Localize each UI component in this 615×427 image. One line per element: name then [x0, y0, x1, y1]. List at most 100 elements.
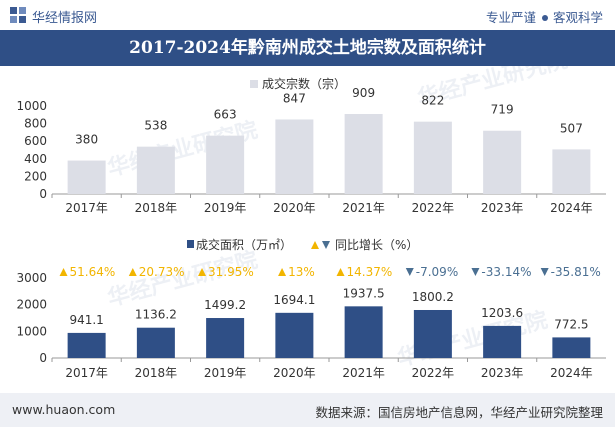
- area-value-label: 941.1: [69, 313, 103, 327]
- growth-value-label: 51.64%: [70, 265, 116, 279]
- growth-value-label: -35.81%: [551, 265, 601, 279]
- area-y-tick-label: 2000: [16, 298, 47, 312]
- count-legend-swatch: [250, 80, 258, 88]
- footer-url[interactable]: www.huaon.com: [12, 402, 116, 417]
- area-x-tick-label: 2023年: [481, 366, 524, 380]
- footer-bar: [0, 393, 615, 427]
- count-bar: [413, 121, 452, 194]
- slogan-right: 客观科学: [552, 10, 603, 25]
- area-bars: 941.1 1136.2 1499.2 1694.1 1937.5 1800.2 1203.…: [67, 286, 591, 358]
- area-chart: 成交面积（万㎡） 同比增长（%） 0 1000 2000 3000 941.1 1136…: [16, 237, 606, 380]
- count-y-tick-label: 0: [39, 187, 47, 201]
- growth-value-label: -7.09%: [416, 265, 458, 279]
- footer-source: 数据来源：国信房地产信息网，华经产业研究院整理: [315, 405, 603, 420]
- area-bar: [413, 309, 452, 358]
- count-bar: [67, 160, 106, 194]
- growth-value-label: 14.37%: [347, 265, 393, 279]
- count-x-axis: 2017年 2018年 2019年 2020年 2021年 2022年 2023年 2024年: [51, 194, 593, 215]
- area-value-label: 1937.5: [343, 286, 385, 300]
- count-value-label: 380: [75, 133, 98, 147]
- area-value-label: 1203.6: [481, 306, 523, 320]
- count-legend-label: 成交宗数（宗）: [262, 76, 346, 91]
- count-y-tick-label: 600: [24, 134, 47, 148]
- count-value-label: 909: [352, 86, 375, 100]
- area-bar: [552, 337, 591, 358]
- growth-value-label: 13%: [288, 265, 315, 279]
- count-value-label: 507: [560, 121, 583, 135]
- count-x-tick-label: 2018年: [135, 201, 178, 215]
- count-bar: [136, 146, 175, 194]
- growth-up-icon: [128, 268, 137, 276]
- count-bar: [275, 119, 314, 194]
- count-value-label: 822: [421, 94, 444, 108]
- slogan-left: 专业严谨: [485, 10, 536, 25]
- area-bar: [67, 332, 106, 358]
- area-x-tick-label: 2020年: [273, 366, 316, 380]
- count-x-tick-label: 2022年: [412, 201, 455, 215]
- area-bar: [275, 312, 314, 358]
- huajing-logo-icon: [10, 7, 26, 23]
- growth-down-icon: [471, 268, 480, 276]
- count-y-tick-label: 800: [24, 117, 47, 131]
- slogan: 专业严谨 客观科学: [486, 7, 603, 26]
- growth-up-icon: [198, 268, 207, 276]
- area-legend-swatch: [187, 240, 194, 248]
- slogan-dot-icon: [541, 15, 548, 21]
- title-bar: [0, 30, 615, 66]
- growth-down-icon: [540, 268, 549, 276]
- brand-name[interactable]: 华经情报网: [32, 11, 98, 26]
- growth-up-icon: [278, 268, 287, 276]
- growth-down-icon: [405, 268, 414, 276]
- growth-value-label: -33.14%: [481, 265, 531, 279]
- count-x-tick-label: 2021年: [342, 201, 385, 215]
- area-x-tick-label: 2017年: [65, 366, 108, 380]
- area-value-label: 1136.2: [135, 308, 177, 322]
- growth-up-icon: [336, 268, 345, 276]
- count-chart: 成交宗数（宗） 0 200 400 600 800 1000 380 538 663 847 90…: [16, 76, 606, 215]
- count-y-axis: 0 200 400 600 800 1000: [16, 99, 47, 201]
- count-bar: [483, 130, 522, 194]
- count-value-label: 663: [214, 108, 237, 122]
- count-x-tick-label: 2017年: [65, 201, 108, 215]
- count-x-tick-label: 2023年: [481, 201, 524, 215]
- count-y-tick-label: 400: [24, 152, 47, 166]
- count-x-tick-label: 2020年: [273, 201, 316, 215]
- area-bar: [483, 325, 522, 358]
- area-x-tick-label: 2022年: [412, 366, 455, 380]
- growth-value-label: 31.95%: [208, 265, 254, 279]
- count-y-tick-label: 200: [24, 169, 47, 183]
- area-x-axis: 2017年 2018年 2019年 2020年 2021年 2022年 2023年 2024年: [51, 358, 593, 380]
- area-bar: [136, 327, 175, 358]
- area-x-tick-label: 2024年: [550, 366, 593, 380]
- growth-legend-label: 同比增长（%）: [335, 238, 418, 252]
- area-x-tick-label: 2021年: [342, 366, 385, 380]
- growth-up-icon: [59, 268, 68, 276]
- area-value-label: 772.5: [554, 317, 588, 331]
- top-bar: [0, 0, 615, 30]
- area-bar: [344, 306, 383, 358]
- growth-legend-down-icon: [322, 241, 330, 249]
- area-x-tick-label: 2019年: [204, 366, 247, 380]
- growth-legend-up-icon: [311, 241, 319, 249]
- area-y-tick-label: 0: [39, 351, 47, 365]
- area-value-label: 1694.1: [273, 293, 315, 307]
- count-bar: [552, 149, 591, 194]
- area-x-tick-label: 2018年: [135, 366, 178, 380]
- area-y-tick-label: 1000: [16, 324, 47, 338]
- chart-title: 2017-2024年黔南州成交土地宗数及面积统计: [129, 38, 486, 58]
- area-value-label: 1499.2: [204, 298, 246, 312]
- area-value-label: 1800.2: [412, 290, 454, 304]
- count-x-tick-label: 2024年: [550, 201, 593, 215]
- count-x-tick-label: 2019年: [204, 201, 247, 215]
- growth-labels: 51.64% 20.73% 31.95% 13% 14.37% -7.09% -33.14%…: [59, 265, 601, 279]
- count-bars: 380 538 663 847 909 822 719 507: [67, 86, 591, 194]
- area-y-axis: 0 1000 2000 3000: [16, 271, 47, 365]
- growth-value-label: 20.73%: [139, 265, 185, 279]
- area-y-tick-label: 3000: [16, 271, 47, 285]
- count-value-label: 847: [283, 91, 306, 105]
- count-value-label: 719: [491, 103, 514, 117]
- count-bar: [206, 135, 245, 194]
- count-bar: [344, 114, 383, 194]
- count-y-tick-label: 1000: [16, 99, 47, 113]
